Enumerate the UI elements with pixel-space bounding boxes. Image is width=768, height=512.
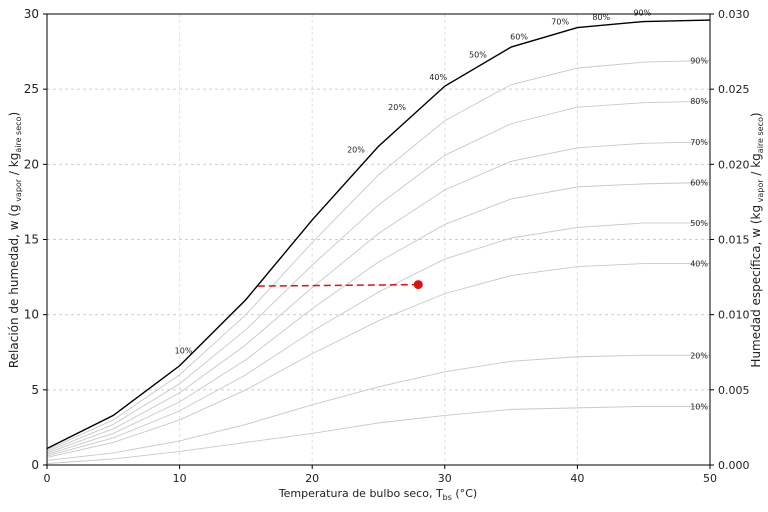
marker: [413, 280, 423, 290]
rh-curve: [46, 60, 711, 451]
y-tick-label: 10: [24, 308, 39, 322]
rh-label: 50%: [690, 219, 708, 228]
plot-frame: [46, 13, 711, 466]
y2-tick-label: 0.025: [718, 83, 750, 96]
rh-label: 80%: [690, 97, 708, 106]
x-axis-title-sub: bs: [443, 493, 452, 502]
annotation: 90%: [633, 8, 651, 17]
y2-axis-title-part: / kg: [749, 153, 763, 179]
y2-tick-label: 0.005: [718, 384, 750, 397]
x-tick-label: 30: [438, 472, 452, 485]
annotation: 80%: [592, 13, 610, 22]
y-axis-title-part: / kg: [7, 153, 21, 179]
y-axis-title-part: Relación de humedad, w (g: [7, 204, 21, 368]
y2-axis-title-sub: vapor: [756, 179, 765, 205]
x-tick-label: 50: [703, 472, 717, 485]
y-tick-label: 5: [31, 383, 39, 397]
y2-axis-title-part: Humedad específica, w (kg: [749, 205, 763, 368]
y2-tick-label: 0.015: [718, 234, 750, 247]
y-tick-label: 25: [24, 82, 39, 96]
y-tick-label: 20: [24, 157, 39, 171]
y2-tick-label: 0.000: [718, 459, 750, 472]
y2-axis-title-part: ): [749, 112, 763, 117]
rh-label: 60%: [690, 178, 708, 187]
rh-label: 20%: [690, 351, 708, 360]
annotation: 40%: [429, 73, 447, 82]
y-axis-title-sub: aire seco: [14, 116, 23, 152]
annotation: 60%: [510, 33, 528, 42]
x-tick-label: 0: [44, 472, 51, 485]
rh-curve: [46, 354, 710, 461]
x-tick-label: 40: [570, 472, 584, 485]
x-axis-title-part: (°C): [452, 487, 477, 500]
annotation: 20%: [347, 145, 365, 154]
rh-curve: [46, 100, 711, 452]
rh-label: 90%: [690, 57, 708, 66]
y-tick-label: 15: [24, 233, 39, 247]
y2-tick-label: 0.010: [718, 309, 750, 322]
y-axis-title-part: ): [7, 112, 21, 117]
y-tick-label: 0: [31, 458, 39, 472]
x-tick-label: 10: [173, 472, 187, 485]
rh-curve: [46, 181, 711, 455]
x-axis-title: Temperatura de bulbo seco, Tbs (°C): [278, 487, 477, 502]
y2-axis-title: Humedad específica, w (kg vapor / kgaire…: [749, 112, 765, 367]
rh-curve: [46, 263, 710, 458]
y-axis-title: Relación de humedad, w (g vapor / kgaire…: [7, 112, 23, 368]
rh-label: 40%: [690, 260, 708, 269]
rh-curve: [46, 405, 710, 464]
rh-curve: [46, 141, 711, 454]
x-axis-title-part: Temperatura de bulbo seco, T: [278, 487, 443, 500]
rh-label: 10%: [690, 402, 708, 411]
y2-tick-label: 0.030: [718, 8, 750, 21]
annotation: 50%: [469, 51, 487, 60]
rh-label: 70%: [690, 138, 708, 147]
annotation: 20%: [388, 103, 406, 112]
saturation-curve: [46, 19, 711, 450]
dashed-line: [257, 283, 419, 287]
rh-curve: [46, 222, 710, 457]
annotation: 10%: [175, 347, 193, 356]
y-axis-title-sub: vapor: [14, 178, 23, 204]
x-tick-label: 20: [305, 472, 319, 485]
y2-axis-title-sub: aire seco: [756, 117, 765, 153]
annotation: 70%: [551, 18, 569, 27]
y-tick-label: 30: [24, 7, 39, 21]
y2-tick-label: 0.020: [718, 158, 750, 171]
